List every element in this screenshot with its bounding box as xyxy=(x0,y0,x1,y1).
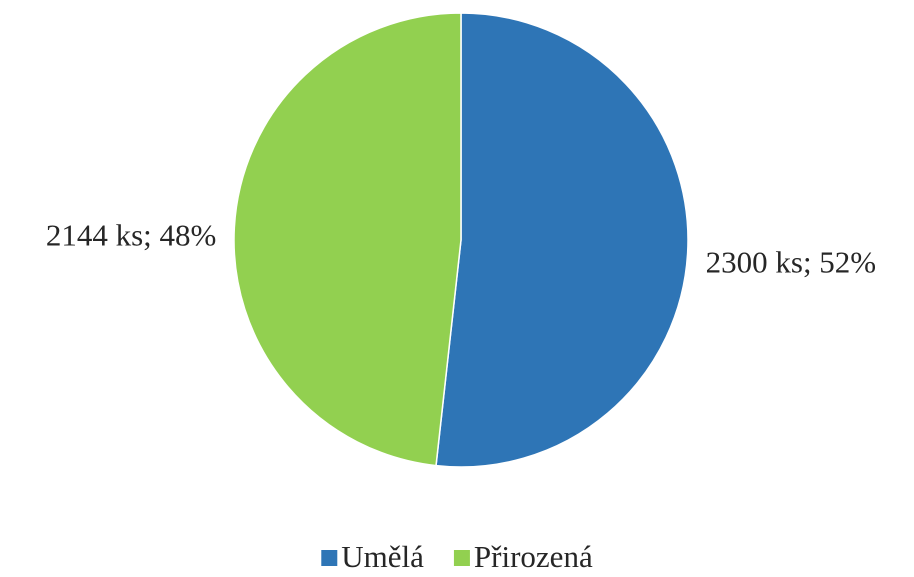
data-label: 2300 ks; 52% xyxy=(706,245,877,280)
legend-swatch xyxy=(453,550,470,566)
legend-label: Přirozená xyxy=(474,539,593,574)
legend-label: Umělá xyxy=(341,539,424,574)
pie-slice xyxy=(233,12,462,467)
pie-slice xyxy=(435,12,689,468)
legend-swatch xyxy=(321,550,338,566)
data-label: 2144 ks; 48% xyxy=(46,218,217,253)
